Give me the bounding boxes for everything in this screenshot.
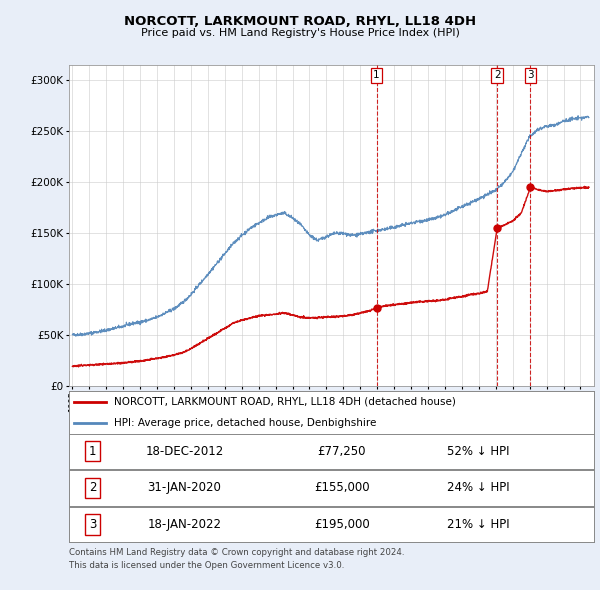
Text: NORCOTT, LARKMOUNT ROAD, RHYL, LL18 4DH: NORCOTT, LARKMOUNT ROAD, RHYL, LL18 4DH — [124, 15, 476, 28]
Text: 2: 2 — [89, 481, 97, 494]
Text: 3: 3 — [527, 70, 534, 80]
Text: 24% ↓ HPI: 24% ↓ HPI — [447, 481, 510, 494]
Text: £77,250: £77,250 — [318, 445, 366, 458]
Text: 1: 1 — [373, 70, 380, 80]
Text: 31-JAN-2020: 31-JAN-2020 — [148, 481, 221, 494]
Text: £155,000: £155,000 — [314, 481, 370, 494]
Text: NORCOTT, LARKMOUNT ROAD, RHYL, LL18 4DH (detached house): NORCOTT, LARKMOUNT ROAD, RHYL, LL18 4DH … — [113, 397, 455, 407]
Text: Contains HM Land Registry data © Crown copyright and database right 2024.
This d: Contains HM Land Registry data © Crown c… — [69, 548, 404, 569]
Text: 1: 1 — [89, 445, 97, 458]
Text: HPI: Average price, detached house, Denbighshire: HPI: Average price, detached house, Denb… — [113, 418, 376, 428]
Text: 18-JAN-2022: 18-JAN-2022 — [148, 518, 221, 531]
Text: Price paid vs. HM Land Registry's House Price Index (HPI): Price paid vs. HM Land Registry's House … — [140, 28, 460, 38]
Text: 52% ↓ HPI: 52% ↓ HPI — [447, 445, 510, 458]
Text: £195,000: £195,000 — [314, 518, 370, 531]
Text: 21% ↓ HPI: 21% ↓ HPI — [447, 518, 510, 531]
Text: 3: 3 — [89, 518, 97, 531]
Text: 2: 2 — [494, 70, 500, 80]
Text: 18-DEC-2012: 18-DEC-2012 — [145, 445, 224, 458]
